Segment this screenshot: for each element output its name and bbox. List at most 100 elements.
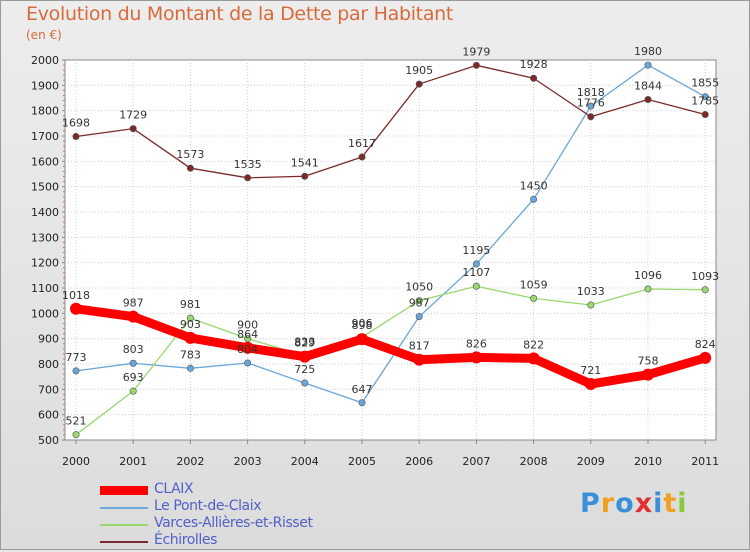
data-point [470, 351, 483, 364]
data-point [530, 74, 538, 82]
data-label: 864 [237, 328, 258, 341]
data-point [186, 364, 194, 372]
logo-letter: i [653, 488, 664, 519]
data-label: 826 [466, 337, 487, 350]
y-tick-label: 600 [38, 409, 59, 422]
data-label: 1905 [405, 64, 433, 77]
data-label: 804 [237, 343, 258, 356]
y-tick-label: 1700 [31, 130, 59, 143]
data-label: 1776 [577, 97, 605, 110]
data-label: 829 [294, 337, 315, 350]
x-tick-label: 2006 [405, 455, 433, 468]
legend-swatch [100, 507, 148, 509]
x-tick-label: 2001 [119, 455, 147, 468]
data-label: 1855 [691, 77, 719, 90]
data-point [186, 314, 194, 322]
logo-letter: i [677, 488, 688, 519]
data-label: 647 [352, 383, 373, 396]
legend-label: Varces-Allières-et-Risset [154, 515, 313, 531]
data-point [415, 313, 423, 321]
data-point [530, 294, 538, 302]
data-label: 1050 [405, 281, 433, 294]
data-point [472, 61, 480, 69]
y-tick-label: 1300 [31, 231, 59, 244]
data-label: 906 [352, 317, 373, 330]
x-tick-label: 2003 [234, 455, 262, 468]
data-label: 1979 [462, 45, 490, 58]
series-line-1 [75, 64, 706, 404]
chart-title: Evolution du Montant de la Dette par Hab… [26, 3, 454, 25]
data-label: 1980 [634, 45, 662, 58]
y-tick-label: 1500 [31, 181, 59, 194]
logo-letter: x [634, 488, 654, 519]
y-tick-label: 1200 [31, 257, 59, 270]
data-point [129, 125, 137, 133]
plot-area [64, 59, 717, 441]
data-label: 758 [638, 355, 659, 368]
data-point [415, 80, 423, 88]
data-point [184, 331, 197, 344]
data-label: 721 [580, 364, 601, 377]
data-label: 1729 [119, 109, 147, 122]
data-label: 1450 [520, 179, 548, 192]
data-point [413, 353, 426, 366]
proxiti-logo: Proxiti [580, 488, 688, 519]
data-point [72, 431, 80, 439]
logo-letter: r [600, 488, 616, 519]
data-label: 1573 [176, 148, 204, 161]
chart-unit: (en €) [26, 28, 62, 42]
x-tick-label: 2005 [348, 455, 376, 468]
data-point [587, 113, 595, 121]
data-label: 803 [123, 343, 144, 356]
data-point [129, 359, 137, 367]
data-point [472, 282, 480, 290]
x-tick-label: 2011 [691, 455, 719, 468]
data-label: 1617 [348, 137, 376, 150]
legend-label: Échirolles [154, 532, 218, 548]
data-point [244, 174, 252, 182]
data-point [356, 333, 368, 346]
data-label: 1093 [691, 270, 719, 283]
logo-letter: P [580, 488, 601, 519]
series-line-0 [71, 304, 710, 389]
data-point [70, 302, 82, 315]
x-tick-label: 2008 [520, 455, 548, 468]
data-label: 783 [180, 348, 201, 361]
data-label: 1541 [291, 156, 319, 169]
data-point [186, 164, 194, 172]
data-point [644, 61, 652, 69]
data-point [127, 310, 140, 323]
data-label: 1785 [691, 94, 719, 107]
data-label: 987 [123, 297, 144, 310]
data-label: 773 [66, 351, 87, 364]
grid-lines [65, 60, 716, 440]
y-tick-label: 1000 [31, 307, 59, 320]
data-label: 1535 [234, 158, 262, 171]
data-label: 824 [695, 338, 716, 351]
data-point [472, 260, 480, 268]
data-point [527, 352, 540, 365]
legend-label: CLAIX [154, 481, 194, 497]
legend-swatch [100, 541, 148, 543]
data-point [358, 153, 366, 161]
y-tick-label: 2000 [31, 54, 59, 67]
data-point [72, 367, 80, 375]
x-tick-label: 2000 [62, 455, 90, 468]
data-label: 981 [180, 298, 201, 311]
x-tick-label: 2010 [634, 455, 662, 468]
data-point [587, 102, 595, 110]
data-label: 1698 [62, 117, 90, 130]
data-point [301, 379, 309, 387]
data-point [129, 387, 137, 395]
x-axis: 2000 2001 2002 2003 2004 2005 2006 2007 2008 2009… [62, 440, 719, 468]
data-point [644, 96, 652, 104]
data-point [642, 368, 654, 381]
y-tick-label: 1400 [31, 206, 59, 219]
logo-letter: t [663, 488, 678, 519]
data-label: 900 [237, 319, 258, 332]
data-labels: 1018 987 903 864 829 898 817 826 822 721 758 824 773… [62, 45, 719, 428]
data-label: 1818 [577, 86, 605, 99]
y-tick-label: 500 [38, 434, 59, 447]
data-point [701, 286, 709, 294]
